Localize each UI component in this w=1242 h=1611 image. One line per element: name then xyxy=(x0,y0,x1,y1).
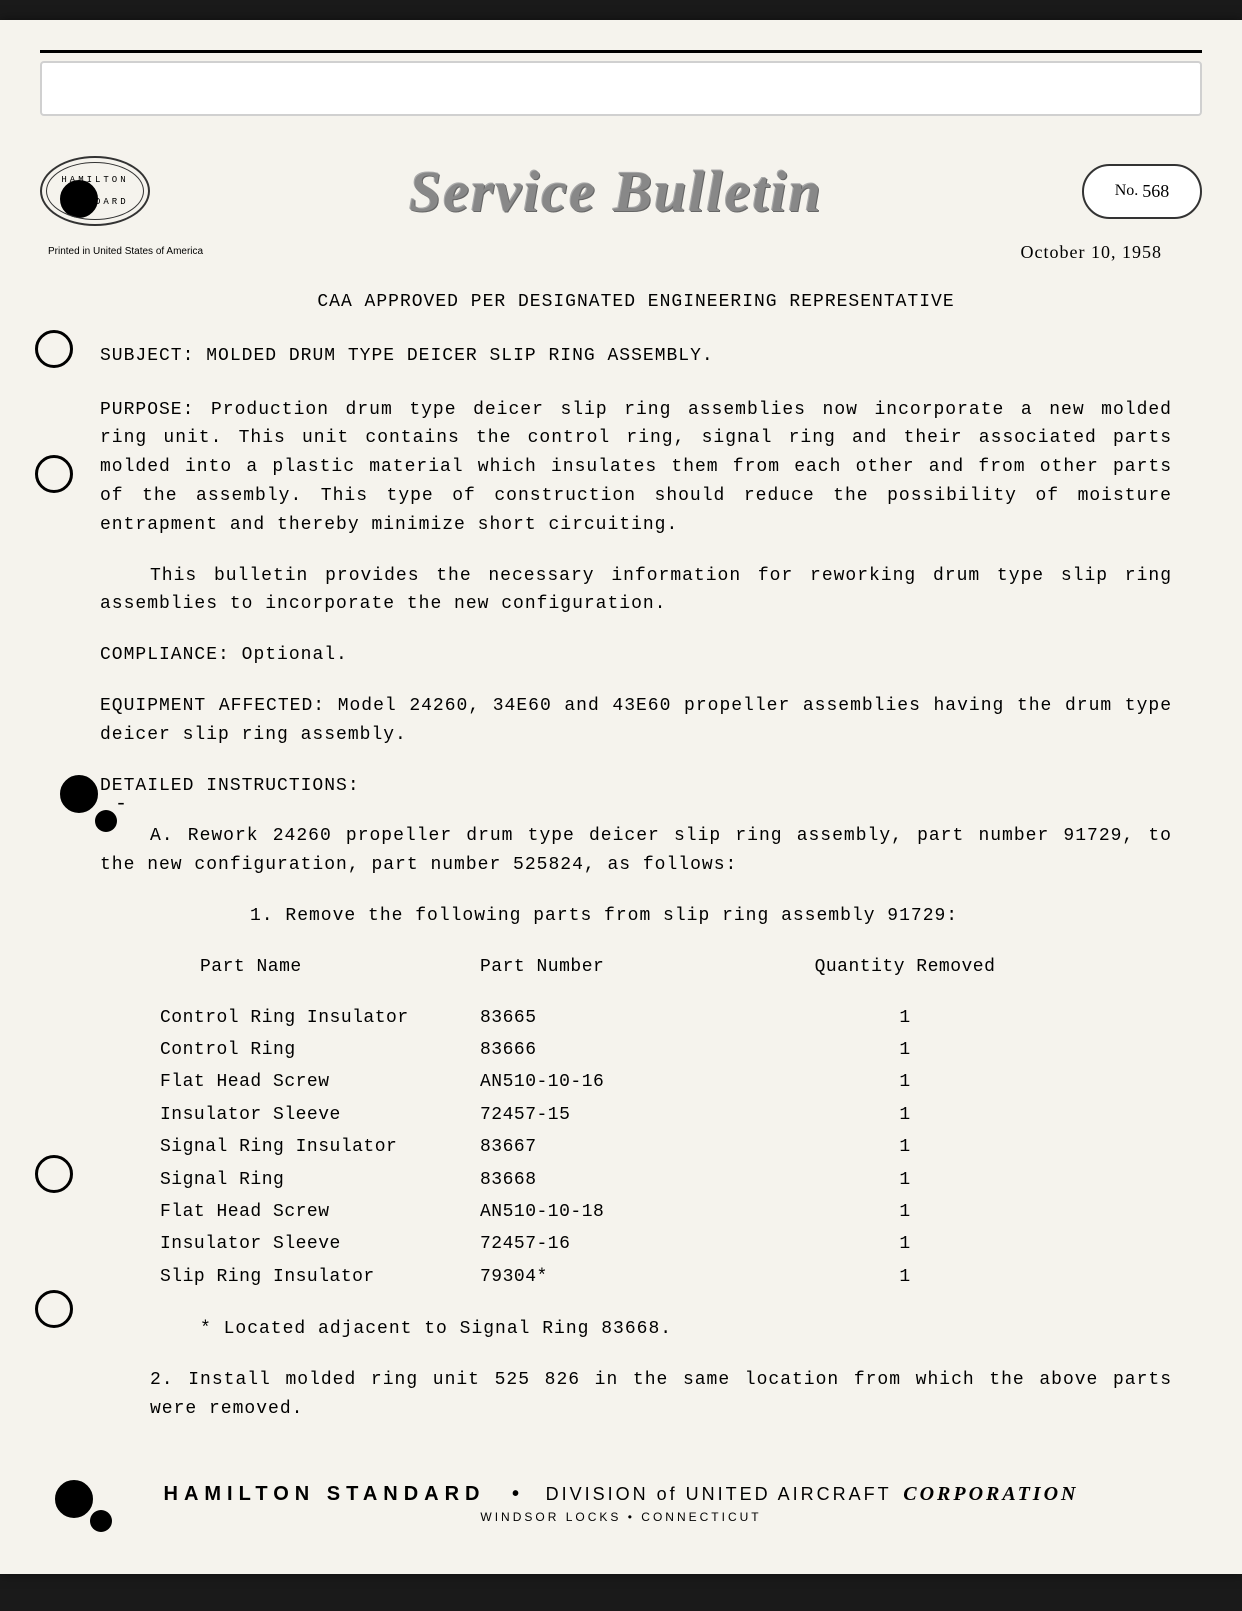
cell-part-name: Flat Head Screw xyxy=(140,1196,480,1228)
purpose-para2: This bulletin provides the necessary inf… xyxy=(100,562,1172,620)
equipment-label: EQUIPMENT AFFECTED: xyxy=(100,696,325,716)
cell-part-number: 83667 xyxy=(480,1131,780,1163)
top-bar xyxy=(40,61,1202,116)
table-row: Flat Head ScrewAN510-10-161 xyxy=(140,1066,1172,1098)
footer-location: WINDSOR LOCKS • CONNECTICUT xyxy=(40,1510,1202,1524)
compliance-text: Optional. xyxy=(242,645,348,665)
cell-qty: 1 xyxy=(780,1034,1030,1066)
bulletin-no-value: 568 xyxy=(1142,181,1169,202)
logo-text-bottom: STANDARD xyxy=(61,197,128,207)
header-part-number: Part Number xyxy=(480,953,780,982)
compliance-line: COMPLIANCE: Optional. xyxy=(100,641,1172,670)
compliance-label: COMPLIANCE: xyxy=(100,645,230,665)
footer-corp: CORPORATION xyxy=(903,1483,1078,1505)
instruction-2: 2. Install molded ring unit 525 826 in t… xyxy=(0,1366,1172,1424)
cell-part-name: Control Ring xyxy=(140,1034,480,1066)
parts-table: Part Name Part Number Quantity Removed C… xyxy=(100,953,1172,1293)
subject-line: SUBJECT: MOLDED DRUM TYPE DEICER SLIP RI… xyxy=(100,342,1172,371)
cell-part-number: 83668 xyxy=(480,1164,780,1196)
header-qty: Quantity Removed xyxy=(780,953,1030,982)
content-area: CAA APPROVED PER DESIGNATED ENGINEERING … xyxy=(40,288,1202,1423)
purpose-para: PURPOSE: Production drum type deicer sli… xyxy=(100,396,1172,540)
cell-part-name: Signal Ring xyxy=(140,1164,480,1196)
subject-text: MOLDED DRUM TYPE DEICER SLIP RING ASSEMB… xyxy=(206,346,713,366)
table-row: Flat Head ScrewAN510-10-181 xyxy=(140,1196,1172,1228)
cell-qty: 1 xyxy=(780,1131,1030,1163)
table-body: Control Ring Insulator836651Control Ring… xyxy=(140,1002,1172,1294)
table-row: Control Ring Insulator836651 xyxy=(140,1002,1172,1034)
border-frame: HAMILTON STANDARD Service Bulletin No. 5… xyxy=(40,50,1202,1524)
cell-qty: 1 xyxy=(780,1002,1030,1034)
company-logo: HAMILTON STANDARD xyxy=(40,156,150,226)
cell-qty: 1 xyxy=(780,1261,1030,1293)
bulletin-number: No. 568 xyxy=(1082,164,1202,219)
banner-title: Service Bulletin xyxy=(150,158,1082,225)
cell-qty: 1 xyxy=(780,1099,1030,1131)
footer-company: HAMILTON STANDARD xyxy=(164,1483,486,1505)
cell-part-name: Insulator Sleeve xyxy=(140,1099,480,1131)
date: October 10, 1958 xyxy=(40,242,1202,263)
table-header: Part Name Part Number Quantity Removed xyxy=(140,953,1172,982)
cell-part-number: 72457-16 xyxy=(480,1228,780,1260)
table-row: Insulator Sleeve72457-151 xyxy=(140,1099,1172,1131)
cell-part-number: 83665 xyxy=(480,1002,780,1034)
purpose-label: PURPOSE: xyxy=(100,400,194,420)
cell-part-number: 79304* xyxy=(480,1261,780,1293)
table-row: Insulator Sleeve72457-161 xyxy=(140,1228,1172,1260)
cell-part-name: Flat Head Screw xyxy=(140,1066,480,1098)
subject-label: SUBJECT: xyxy=(100,346,194,366)
table-row: Signal Ring836681 xyxy=(140,1164,1172,1196)
bulletin-no-label: No. xyxy=(1115,182,1139,200)
logo-text-top: HAMILTON xyxy=(61,175,128,185)
cell-part-number: AN510-10-18 xyxy=(480,1196,780,1228)
caa-approval: CAA APPROVED PER DESIGNATED ENGINEERING … xyxy=(100,288,1172,317)
cell-qty: 1 xyxy=(780,1164,1030,1196)
table-row: Signal Ring Insulator836671 xyxy=(140,1131,1172,1163)
cell-part-name: Signal Ring Insulator xyxy=(140,1131,480,1163)
purpose-text: Production drum type deicer slip ring as… xyxy=(100,400,1172,535)
footer: HAMILTON STANDARD • DIVISION of UNITED A… xyxy=(40,1483,1202,1524)
cell-qty: 1 xyxy=(780,1228,1030,1260)
table-row: Control Ring836661 xyxy=(140,1034,1172,1066)
header-banner: HAMILTON STANDARD Service Bulletin No. 5… xyxy=(40,146,1202,236)
detailed-instructions-label: DETAILED INSTRUCTIONS: xyxy=(100,772,1172,801)
cell-part-name: Insulator Sleeve xyxy=(140,1228,480,1260)
instruction-1: 1. Remove the following parts from slip … xyxy=(100,902,1172,931)
instruction-a: A. Rework 24260 propeller drum type deic… xyxy=(100,822,1172,880)
cell-part-number: 83666 xyxy=(480,1034,780,1066)
cell-part-name: Slip Ring Insulator xyxy=(140,1261,480,1293)
table-row: Slip Ring Insulator79304*1 xyxy=(140,1261,1172,1293)
cell-qty: 1 xyxy=(780,1196,1030,1228)
cell-part-name: Control Ring Insulator xyxy=(140,1002,480,1034)
footer-bullet: • xyxy=(512,1483,519,1505)
footer-division: DIVISION of UNITED AIRCRAFT xyxy=(546,1484,892,1504)
header-part-name: Part Name xyxy=(140,953,480,982)
footer-line1: HAMILTON STANDARD • DIVISION of UNITED A… xyxy=(40,1483,1202,1506)
equipment-para: EQUIPMENT AFFECTED: Model 24260, 34E60 a… xyxy=(100,692,1172,750)
footnote: * Located adjacent to Signal Ring 83668. xyxy=(100,1315,1172,1344)
cell-part-number: AN510-10-16 xyxy=(480,1066,780,1098)
page: - HAMILTON STANDARD Service Bulletin No.… xyxy=(0,20,1242,1574)
cell-qty: 1 xyxy=(780,1066,1030,1098)
cell-part-number: 72457-15 xyxy=(480,1099,780,1131)
